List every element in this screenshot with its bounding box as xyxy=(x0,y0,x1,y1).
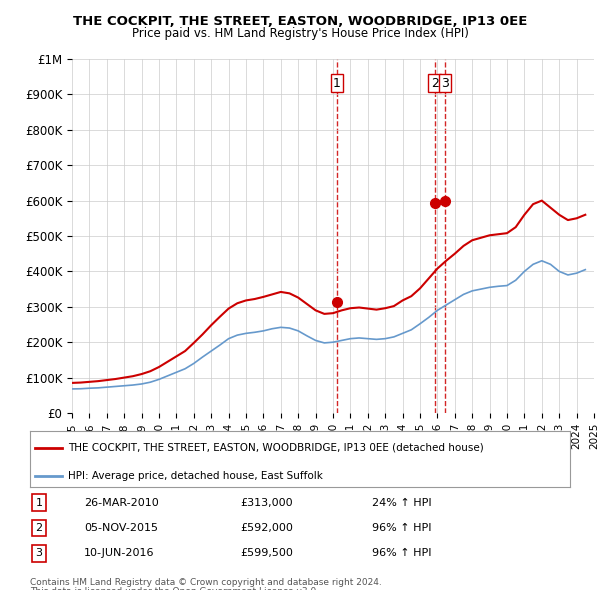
Text: 1: 1 xyxy=(35,498,43,508)
Text: 26-MAR-2010: 26-MAR-2010 xyxy=(84,498,159,508)
Text: 3: 3 xyxy=(441,77,449,90)
Text: 96% ↑ HPI: 96% ↑ HPI xyxy=(372,523,431,533)
Text: 3: 3 xyxy=(35,548,43,558)
Text: THE COCKPIT, THE STREET, EASTON, WOODBRIDGE, IP13 0EE: THE COCKPIT, THE STREET, EASTON, WOODBRI… xyxy=(73,15,527,28)
Text: 05-NOV-2015: 05-NOV-2015 xyxy=(84,523,158,533)
Text: 2: 2 xyxy=(431,77,439,90)
Text: 2: 2 xyxy=(35,523,43,533)
Text: £592,000: £592,000 xyxy=(240,523,293,533)
Text: 24% ↑ HPI: 24% ↑ HPI xyxy=(372,498,431,508)
Text: £313,000: £313,000 xyxy=(240,498,293,508)
Text: HPI: Average price, detached house, East Suffolk: HPI: Average price, detached house, East… xyxy=(68,471,323,480)
Text: THE COCKPIT, THE STREET, EASTON, WOODBRIDGE, IP13 0EE (detached house): THE COCKPIT, THE STREET, EASTON, WOODBRI… xyxy=(68,442,484,453)
Text: Price paid vs. HM Land Registry's House Price Index (HPI): Price paid vs. HM Land Registry's House … xyxy=(131,27,469,40)
Text: 96% ↑ HPI: 96% ↑ HPI xyxy=(372,548,431,558)
Text: £599,500: £599,500 xyxy=(240,548,293,558)
Text: 10-JUN-2016: 10-JUN-2016 xyxy=(84,548,155,558)
Text: 1: 1 xyxy=(333,77,341,90)
Text: Contains HM Land Registry data © Crown copyright and database right 2024.: Contains HM Land Registry data © Crown c… xyxy=(30,578,382,587)
Text: This data is licensed under the Open Government Licence v3.0.: This data is licensed under the Open Gov… xyxy=(30,587,319,590)
